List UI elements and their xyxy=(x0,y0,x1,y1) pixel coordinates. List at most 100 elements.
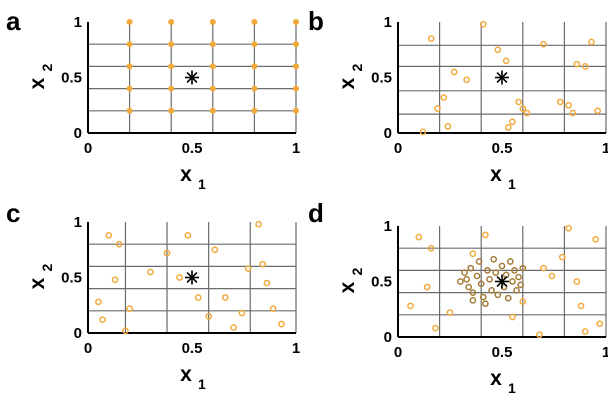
data-point xyxy=(492,269,500,276)
data-point xyxy=(209,85,216,92)
data-point xyxy=(556,98,564,106)
data-point xyxy=(95,298,102,306)
data-point xyxy=(473,272,481,280)
data-point xyxy=(99,316,106,324)
data-point xyxy=(484,267,491,274)
data-point xyxy=(168,41,175,48)
data-point xyxy=(221,294,229,301)
plot-a: 0 0.5 100.51x 1x2 xyxy=(26,14,300,192)
data-point xyxy=(168,107,175,114)
data-point xyxy=(419,128,427,136)
data-point xyxy=(147,268,154,276)
y-axis-label: x xyxy=(26,277,49,289)
data-point xyxy=(251,63,258,70)
data-point xyxy=(293,41,299,48)
data-point xyxy=(490,255,498,263)
data-point xyxy=(259,260,267,268)
data-point xyxy=(168,85,175,92)
plot-c: 0 0.5 100.51x 1x2 xyxy=(26,214,300,392)
data-point xyxy=(565,224,572,232)
y-tick-label: 0.5 xyxy=(61,70,82,87)
data-point xyxy=(211,246,219,254)
panel-a: a 0 0.5 100.51x 1x2 xyxy=(6,6,300,192)
asterisk-stroke xyxy=(496,275,508,288)
data-point xyxy=(523,109,531,117)
y-axis-label: x xyxy=(26,77,49,89)
data-point xyxy=(407,302,414,310)
data-point xyxy=(255,220,262,228)
data-point xyxy=(465,283,473,291)
x-axis-label: x xyxy=(490,367,502,390)
data-point xyxy=(592,235,599,243)
data-point xyxy=(463,275,470,283)
data-point xyxy=(469,297,477,304)
x-axis-label: x xyxy=(490,163,502,186)
data-point xyxy=(432,324,439,332)
data-point xyxy=(581,328,589,335)
data-point xyxy=(251,19,258,25)
data-point xyxy=(488,287,495,294)
data-point xyxy=(444,122,452,130)
data-point xyxy=(251,41,258,48)
plot-d: 0 0.5 100.51x 1x2 xyxy=(336,218,608,396)
y-axis-label-subscript: 2 xyxy=(39,264,55,272)
x-tick-label: 1 xyxy=(602,140,608,157)
y-axis-label-subscript: 2 xyxy=(349,64,365,72)
data-point xyxy=(536,331,543,339)
data-point xyxy=(475,258,483,265)
data-point xyxy=(126,19,133,25)
data-point xyxy=(573,278,581,285)
y-tick-label: 0 xyxy=(384,329,392,346)
y-tick-label: 0 xyxy=(74,125,82,142)
data-point xyxy=(446,309,454,316)
data-point xyxy=(469,250,477,258)
data-point xyxy=(506,258,514,265)
y-axis-label-group: x2 xyxy=(336,268,365,294)
data-point xyxy=(569,109,577,117)
data-point xyxy=(515,273,522,281)
panel-b: b 0 0.5 100.51x 1x2 xyxy=(308,6,608,192)
data-point xyxy=(577,302,585,310)
data-point xyxy=(209,63,216,70)
x-tick-label: 0.5 xyxy=(492,344,513,361)
data-point xyxy=(209,107,216,114)
data-point xyxy=(517,281,525,289)
data-point xyxy=(427,35,435,43)
x-tick-label: 0 xyxy=(394,344,402,361)
y-axis-label-group: x2 xyxy=(26,264,55,290)
data-point xyxy=(511,267,518,274)
data-point xyxy=(504,294,512,302)
y-tick-label: 0 xyxy=(384,125,392,142)
asterisk-stroke xyxy=(186,71,198,84)
y-tick-label: 0 xyxy=(74,325,82,342)
data-point xyxy=(434,105,441,112)
data-point xyxy=(519,105,527,112)
y-axis-label: x xyxy=(336,281,359,293)
plot-b: 0 0.5 100.51x 1x2 xyxy=(336,14,608,192)
data-point xyxy=(168,19,175,25)
data-point xyxy=(509,118,516,126)
data-point xyxy=(176,274,183,281)
x-axis-label-subscript: 1 xyxy=(508,380,516,396)
data-point xyxy=(293,63,299,70)
data-point xyxy=(105,231,113,239)
x-axis-label-subscript: 1 xyxy=(508,176,516,192)
y-axis-label: x xyxy=(336,77,359,89)
data-point xyxy=(126,305,133,312)
data-point xyxy=(479,20,487,28)
x-axis-label: x xyxy=(180,363,192,386)
data-point xyxy=(278,320,285,328)
data-point xyxy=(540,264,547,272)
data-point xyxy=(293,107,299,114)
data-point xyxy=(251,85,258,92)
data-point xyxy=(573,60,581,68)
x-axis-label-subscript: 1 xyxy=(198,176,206,192)
data-point xyxy=(519,264,527,272)
data-point xyxy=(482,231,489,239)
data-point xyxy=(230,324,237,331)
panel-letter-b: b xyxy=(308,6,324,36)
data-point xyxy=(423,283,431,291)
y-tick-label: 0.5 xyxy=(371,70,392,87)
data-point xyxy=(565,101,572,109)
data-point xyxy=(126,41,133,48)
